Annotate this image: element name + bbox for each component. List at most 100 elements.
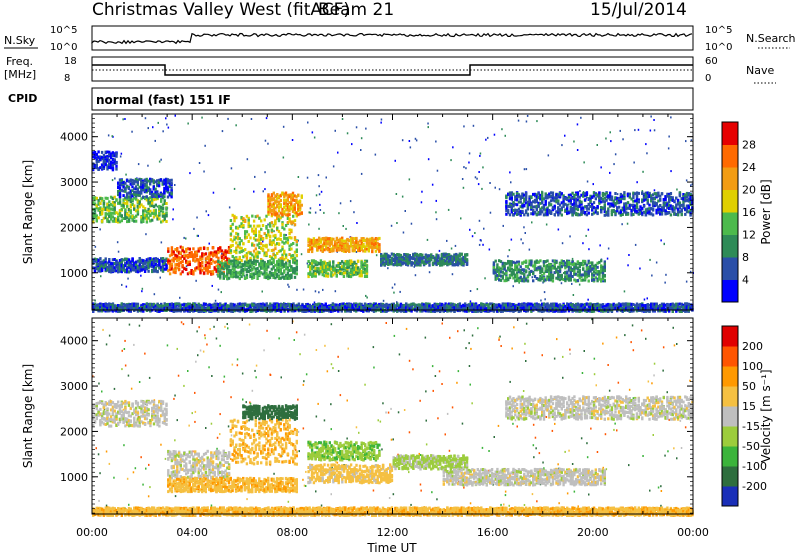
band-cell — [251, 275, 254, 278]
band-cell — [539, 197, 542, 201]
noise-cell — [489, 211, 492, 214]
band-cell — [309, 270, 312, 273]
band-cell — [603, 213, 606, 217]
band-cell — [422, 260, 426, 264]
noise-cell — [137, 163, 140, 166]
band-cell — [201, 264, 204, 268]
band-cell — [626, 206, 630, 210]
noise-cell — [637, 128, 640, 131]
band-cell — [428, 260, 431, 264]
band-cell — [309, 242, 312, 246]
band-cell — [192, 247, 195, 251]
noise-cell — [653, 189, 656, 192]
band-cell — [279, 232, 282, 236]
band-cell — [267, 194, 270, 198]
band-cell — [129, 267, 132, 271]
band-cell — [642, 196, 646, 200]
band-cell — [337, 244, 340, 248]
band-cell — [567, 274, 571, 278]
band-cell — [365, 269, 369, 273]
band-cell — [149, 189, 152, 193]
band-cell — [314, 272, 317, 276]
band-cell — [254, 267, 257, 271]
band-cell — [106, 156, 109, 160]
band-cell — [258, 262, 261, 266]
band-cell — [261, 237, 265, 241]
band-cell — [462, 258, 465, 262]
band-cell — [197, 249, 200, 253]
band-cell — [276, 226, 279, 230]
band-cell — [569, 268, 572, 272]
band-cell — [346, 248, 349, 252]
band-cell — [252, 236, 256, 240]
noise-cell — [471, 235, 474, 238]
band-cell — [514, 198, 517, 202]
band-cell — [367, 248, 370, 252]
band-cell — [385, 254, 388, 258]
band-cell — [149, 191, 152, 195]
band-cell — [625, 211, 628, 215]
band-cell — [133, 191, 136, 194]
band-cell — [514, 209, 517, 213]
band-cell — [141, 195, 145, 199]
band-cell — [558, 195, 562, 199]
band-cell — [557, 211, 560, 215]
noise-cell — [642, 170, 644, 173]
band-cell — [410, 261, 413, 265]
band-cell — [292, 254, 295, 257]
noise-cell — [212, 191, 215, 194]
noise-cell — [125, 285, 128, 288]
band-cell — [224, 262, 227, 266]
band-cell — [165, 202, 168, 205]
band-cell — [601, 197, 605, 201]
band-cell — [240, 259, 243, 262]
noise-cell — [628, 254, 630, 256]
band-cell — [355, 267, 358, 271]
band-cell — [344, 260, 347, 263]
freq-trace-line — [92, 64, 693, 76]
band-cell — [507, 266, 510, 270]
band-cell — [435, 258, 438, 262]
band-cell — [127, 191, 131, 195]
noise-cell — [253, 190, 255, 193]
band-cell — [464, 253, 467, 257]
band-cell — [118, 195, 122, 199]
band-cell — [558, 268, 562, 272]
band-cell — [149, 180, 152, 183]
band-cell — [435, 261, 438, 265]
band-cell — [265, 225, 268, 228]
band-cell — [272, 265, 275, 269]
band-cell — [337, 248, 340, 252]
band-cell — [292, 221, 295, 225]
band-cell — [276, 263, 279, 267]
noise-cell — [435, 218, 438, 221]
band-cell — [544, 212, 547, 216]
band-cell — [236, 226, 240, 230]
band-cell — [510, 192, 513, 196]
band-cell — [108, 165, 111, 169]
band-cell — [365, 241, 369, 244]
noise-cell — [585, 234, 587, 237]
band-cell — [126, 257, 129, 261]
band-cell — [555, 261, 558, 265]
band-cell — [598, 198, 601, 202]
band-cell — [291, 207, 295, 211]
band-cell — [344, 248, 347, 252]
band-cell — [117, 190, 120, 193]
band-cell — [364, 245, 367, 249]
band-cell — [646, 195, 649, 199]
band-cell — [274, 233, 277, 237]
band-cell — [512, 201, 515, 204]
band-cell — [143, 216, 147, 220]
band-cell — [314, 242, 317, 246]
band-cell — [113, 258, 116, 261]
band-cell — [108, 212, 111, 216]
band-cell — [138, 190, 141, 194]
band-cell — [108, 270, 111, 274]
band-cell — [243, 268, 247, 272]
noise-cell — [582, 242, 584, 245]
band-cell — [551, 276, 555, 280]
band-cell — [555, 195, 558, 199]
noise-cell — [127, 277, 129, 280]
band-cell — [100, 212, 104, 216]
